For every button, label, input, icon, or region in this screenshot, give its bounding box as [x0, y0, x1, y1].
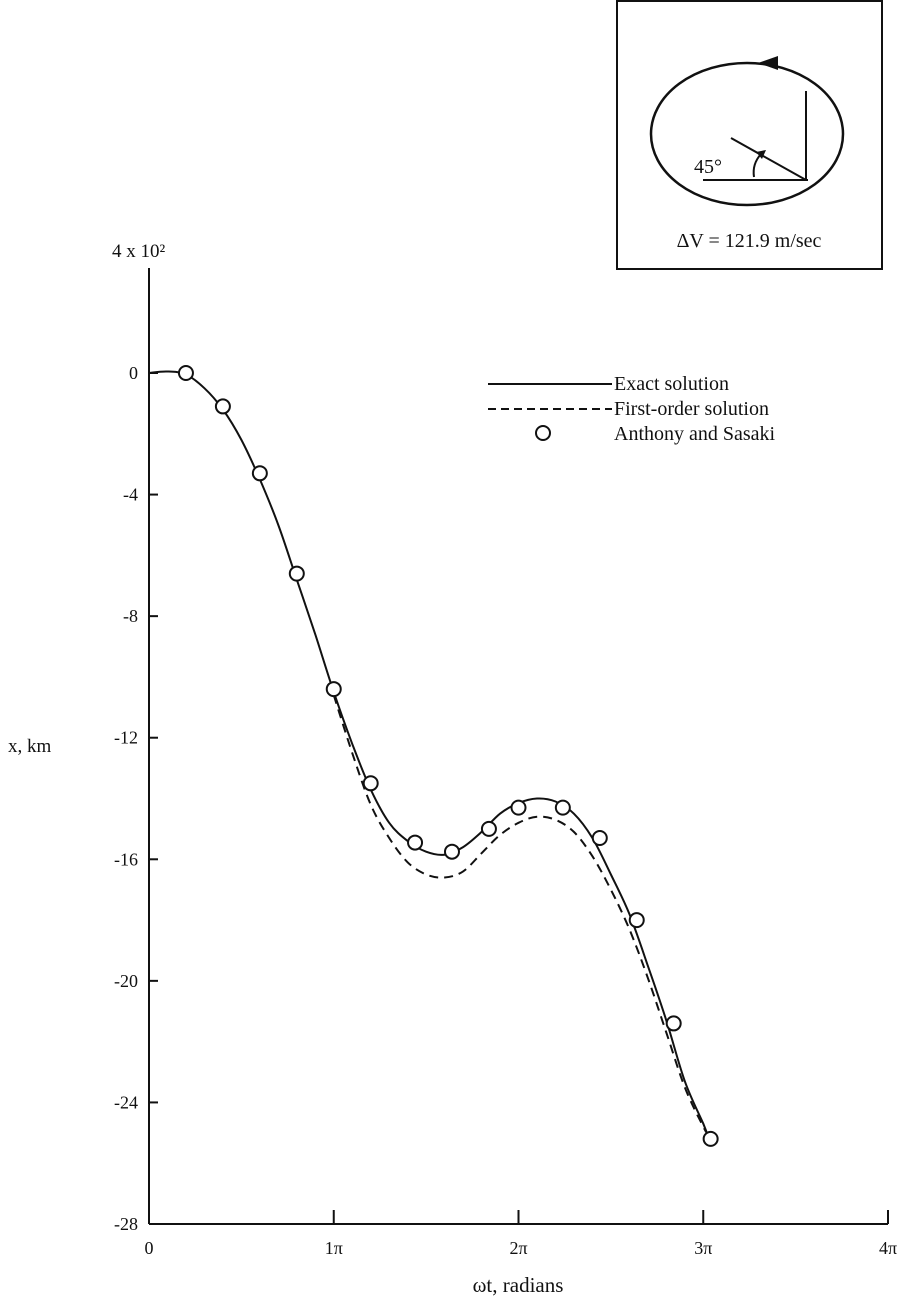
data-point-anthony-sasaki	[480, 820, 497, 837]
data-point-anthony-sasaki	[177, 365, 194, 381]
data-point-anthony-sasaki	[214, 398, 231, 415]
legend-marker-anthony-sasaki	[535, 425, 551, 441]
orbit-direction-arrow-icon	[758, 56, 778, 70]
data-point-anthony-sasaki	[510, 799, 527, 816]
y-axis-label: x, km	[8, 736, 52, 757]
orbit-ellipse	[649, 61, 845, 207]
x-axis-label: ωt, radians	[473, 1273, 564, 1297]
axes	[148, 268, 888, 1225]
angle-arrow-icon	[756, 150, 766, 159]
y-tick-label: 0	[129, 363, 138, 383]
x-tick-label: 1π	[325, 1238, 343, 1258]
ticks: 0 -4 -8 -12 -16 -20 -24 -28 0 1π 2π 3π 4π	[114, 363, 897, 1258]
data-point-anthony-sasaki	[251, 465, 268, 482]
y-multiplier-label: 4 x 10²	[112, 241, 166, 262]
inset-diagonal-line	[730, 137, 807, 181]
x-tick-label: 3π	[694, 1238, 712, 1258]
series-line-first-order	[332, 694, 710, 1137]
data-point-anthony-sasaki	[288, 565, 305, 582]
legend-label-exact: Exact solution	[614, 373, 729, 395]
data-point-anthony-sasaki	[325, 681, 342, 698]
y-tick-label: -8	[123, 606, 138, 626]
data-point-anthony-sasaki	[407, 834, 424, 851]
x-tick-label: 4π	[879, 1238, 897, 1258]
inset-angle-label: 45°	[694, 156, 722, 178]
legend: Exact solution First-order solution Anth…	[488, 373, 776, 445]
x-tick-label: 2π	[509, 1238, 527, 1258]
series-layer	[148, 365, 719, 1147]
inset-frame	[616, 0, 883, 270]
legend-label-anthony-sasaki: Anthony and Sasaki	[614, 423, 776, 445]
data-point-anthony-sasaki	[362, 775, 379, 792]
y-tick-label: -28	[114, 1214, 138, 1234]
data-point-anthony-sasaki	[443, 843, 460, 860]
y-tick-label: -16	[114, 849, 138, 869]
data-point-anthony-sasaki	[665, 1015, 682, 1032]
data-point-anthony-sasaki	[591, 830, 608, 847]
y-tick-label: -24	[114, 1092, 138, 1112]
y-tick-label: -12	[114, 728, 138, 748]
series-line-exact	[148, 370, 710, 1140]
x-tick-label: 0	[145, 1238, 154, 1258]
y-tick-label: -4	[123, 485, 138, 505]
orbit-inset: 45° ΔV = 121.9 m/sec	[616, 0, 883, 270]
y-tick-label: -20	[114, 971, 138, 991]
inset-delta-v-label: ΔV = 121.9 m/sec	[677, 230, 822, 252]
data-point-anthony-sasaki	[702, 1130, 719, 1147]
data-point-anthony-sasaki	[628, 912, 645, 929]
legend-label-first-order: First-order solution	[614, 398, 769, 420]
data-point-anthony-sasaki	[554, 799, 571, 816]
